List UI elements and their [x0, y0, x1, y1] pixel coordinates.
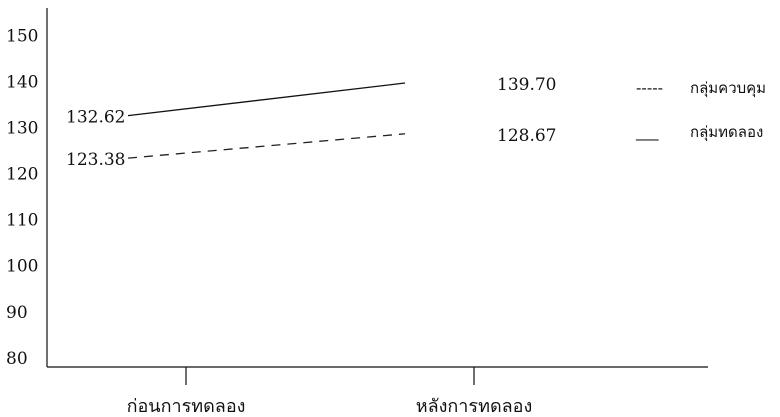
data-label-123-38: 123.38	[66, 150, 125, 170]
legend-label-control: กลุ่มควบคุม	[690, 79, 766, 98]
y-tick-label-150: 150	[6, 27, 38, 47]
series-line-experimental	[127, 82, 406, 117]
series-line-control	[127, 133, 406, 159]
data-labels: 132.62 123.38 139.70 128.67	[66, 75, 556, 170]
data-label-132-62: 132.62	[66, 108, 125, 128]
legend: ----- กลุ่มควบคุม ___ กลุ่มทดลอง	[635, 79, 766, 142]
y-tick-label-140: 140	[6, 73, 38, 93]
y-tick-label-100: 100	[6, 257, 38, 277]
y-tick-labels: 80 90 100 110 120 130 140 150	[6, 27, 38, 369]
data-label-139-70: 139.70	[497, 75, 556, 95]
x-category-label-after: หลังการทดลอง	[416, 396, 533, 417]
legend-marker-experimental: ___	[635, 123, 659, 142]
y-tick-label-110: 110	[6, 211, 38, 231]
y-tick-label-120: 120	[6, 165, 38, 185]
y-tick-label-130: 130	[6, 119, 38, 139]
x-category-label-before: ก่อนการทดลอง	[127, 396, 246, 417]
legend-label-experimental: กลุ่มทดลอง	[690, 123, 763, 142]
series-lines	[127, 82, 406, 159]
x-category-labels: ก่อนการทดลอง หลังการทดลอง	[127, 396, 533, 417]
legend-marker-control: -----	[636, 79, 663, 97]
y-tick-label-90: 90	[6, 303, 28, 323]
data-label-128-67: 128.67	[497, 126, 556, 146]
y-tick-label-80: 80	[6, 349, 28, 369]
chart-axes	[46, 8, 708, 385]
